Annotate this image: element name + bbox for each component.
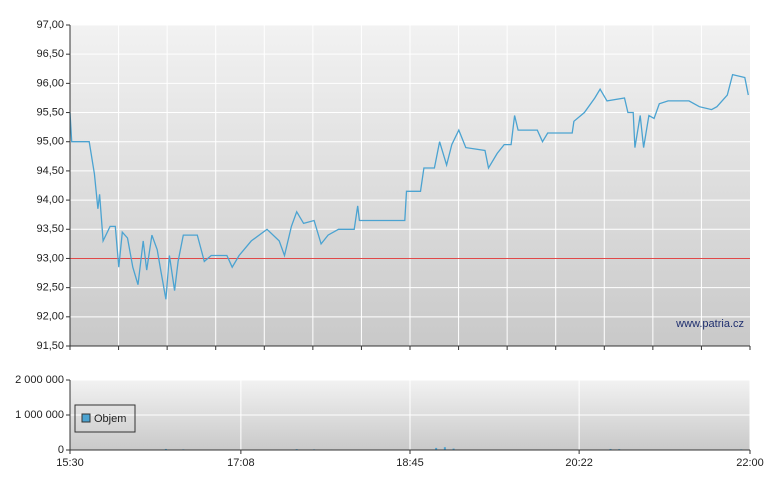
y-tick-label: 2 000 000 (15, 374, 64, 386)
y-tick-label: 95,50 (36, 106, 64, 118)
y-tick-label: 94,00 (36, 194, 64, 206)
y-tick-label: 93,50 (36, 223, 64, 235)
y-tick-label: 93,00 (36, 252, 64, 264)
legend-label: Objem (94, 413, 126, 425)
y-tick-label: 92,50 (36, 282, 64, 294)
volume-bar (443, 447, 446, 450)
legend-box (74, 404, 136, 433)
legend-swatch (81, 413, 91, 423)
volume-bar (164, 448, 167, 450)
volume-bar (609, 448, 612, 450)
y-tick-label: 94,50 (36, 165, 64, 177)
x-tick-label: 18:45 (396, 457, 424, 469)
volume-bar (435, 447, 438, 450)
y-tick-label: 92,00 (36, 311, 64, 323)
x-tick-label: 22:00 (736, 457, 764, 469)
y-tick-label: 97,00 (36, 19, 64, 31)
y-tick-label: 96,50 (36, 48, 64, 60)
x-tick-label: 15:30 (56, 457, 84, 469)
volume-bar (452, 448, 455, 450)
watermark: www.patria.cz (675, 318, 744, 330)
y-tick-label: 91,50 (36, 340, 64, 352)
y-tick-label: 0 (58, 444, 64, 456)
y-tick-label: 1 000 000 (15, 409, 64, 421)
y-tick-label: 96,00 (36, 77, 64, 89)
y-tick-label: 95,00 (36, 136, 64, 148)
x-tick-label: 17:08 (227, 457, 255, 469)
legend: Objem (74, 404, 136, 433)
price-line (69, 73, 749, 300)
x-tick-label: 20:22 (565, 457, 593, 469)
